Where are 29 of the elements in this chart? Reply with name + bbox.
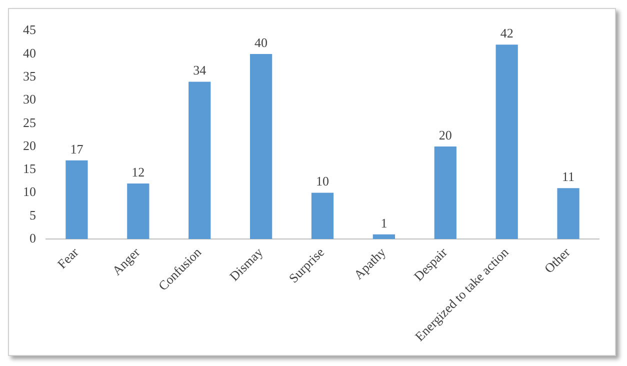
data-label: 17	[70, 141, 84, 156]
data-label: 12	[132, 164, 145, 180]
bar	[311, 192, 334, 240]
y-tick-label: 15	[23, 161, 36, 176]
bar	[127, 184, 150, 240]
y-tick-label: 25	[23, 114, 36, 130]
bar	[557, 188, 580, 240]
bar	[434, 146, 456, 240]
y-tick-label: 30	[23, 92, 36, 107]
bar	[372, 234, 396, 240]
bar	[188, 82, 211, 240]
y-tick-label: 20	[23, 138, 36, 153]
y-tick-label: 45	[23, 22, 36, 38]
y-tick-label: 35	[23, 68, 36, 84]
data-label: 11	[562, 169, 575, 184]
data-label: 34	[193, 62, 207, 78]
x-tick-label: Fear	[54, 244, 82, 272]
bar	[250, 54, 272, 240]
y-tick-label: 0	[30, 230, 36, 246]
y-tick-label: 5	[30, 207, 36, 222]
data-label: 40	[254, 34, 268, 50]
y-tick-label: 40	[23, 45, 36, 60]
data-label: 20	[438, 127, 452, 142]
data-label: 1	[380, 215, 388, 230]
y-tick-label: 10	[23, 184, 36, 200]
bar	[66, 160, 88, 240]
data-label: 10	[316, 174, 329, 189]
bar	[496, 44, 518, 240]
data-label: 42	[500, 26, 514, 41]
